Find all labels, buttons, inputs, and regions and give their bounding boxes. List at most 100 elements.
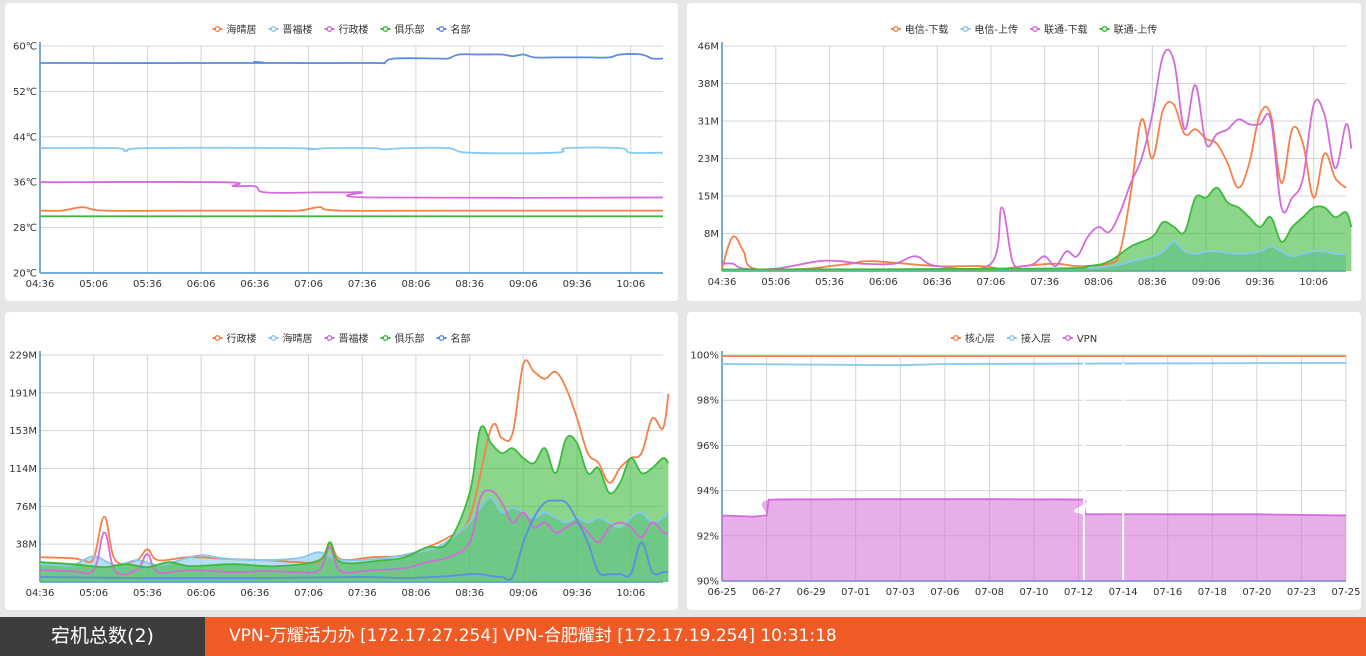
x-tick-label: 06-29 [797, 587, 826, 598]
y-tick-label: 92% [697, 531, 719, 542]
room-temperature-chart: 海晴居 晋福楼 行政楼 俱乐部 名部 20℃ 28℃ 36℃ 44℃ 52℃ 60℃ 04:36 05:… [13, 23, 664, 290]
legend-item: 晋福楼 [283, 23, 313, 36]
legend-marker [326, 335, 333, 342]
legend-item: 海晴居 [283, 332, 313, 345]
x-tick-label: 06:36 [923, 277, 952, 288]
chart-panel-branch-traffic: 行政楼 海晴居 晋福楼 俱乐部 名部 38M 76M 114M 153M 191M 229M 04:3… [5, 312, 678, 610]
x-tick-label: 07-03 [886, 587, 915, 598]
series-line [39, 425, 670, 569]
y-tick-label: 38M [698, 79, 719, 90]
y-tick-label: 191M [9, 388, 37, 399]
x-tick-label: 09:36 [563, 588, 592, 599]
series-line [39, 496, 670, 567]
series-line [39, 206, 663, 212]
x-tick-label: 06:36 [240, 588, 269, 599]
x-tick-label: 04:36 [708, 277, 737, 288]
x-tick-label: 07-14 [1109, 587, 1138, 598]
legend-item: 接入层 [1021, 332, 1051, 345]
y-tick-label: 44℃ [13, 132, 37, 143]
x-tick-label: 04:36 [26, 279, 55, 290]
legend-marker [962, 26, 969, 33]
series-area-fill [722, 187, 1352, 271]
series-line [39, 53, 664, 65]
x-tick-label: 07-06 [930, 587, 959, 598]
legend-marker [438, 26, 445, 33]
x-tick-label: 05:36 [815, 277, 844, 288]
x-tick-label: 09:36 [1246, 277, 1275, 288]
legend-item: 俱乐部 [395, 332, 425, 345]
x-tick-label: 04:36 [26, 588, 55, 599]
x-tick-label: 07:36 [1030, 277, 1059, 288]
x-tick-label: 07:06 [294, 279, 323, 290]
x-tick-label: 05:06 [761, 277, 790, 288]
x-tick-label: 07-01 [841, 587, 870, 598]
x-tick-label: 10:06 [616, 588, 645, 599]
legend-marker [214, 335, 221, 342]
legend-marker [270, 335, 277, 342]
x-tick-label: 07-12 [1064, 587, 1093, 598]
legend-marker [1101, 26, 1108, 33]
x-tick-label: 09:36 [563, 279, 592, 290]
legend-item: VPN [1077, 334, 1097, 345]
x-tick-label: 07:06 [977, 277, 1006, 288]
y-tick-label: 8M [704, 229, 719, 240]
x-tick-label: 08:06 [1084, 277, 1113, 288]
x-tick-label: 06:06 [187, 588, 216, 599]
legend-item: 联通-上传 [1114, 24, 1158, 36]
y-tick-label: 96% [697, 441, 719, 452]
legend-item: 海晴居 [227, 23, 257, 36]
y-tick-label: 23M [698, 154, 719, 165]
y-tick-label: 98% [697, 396, 719, 407]
y-tick-label: 153M [9, 426, 37, 437]
legend-marker [438, 335, 445, 342]
x-tick-label: 07-16 [1153, 587, 1182, 598]
y-tick-label: 20℃ [13, 269, 37, 280]
series-line [39, 180, 664, 199]
y-tick-label: 36℃ [13, 178, 37, 189]
x-tick-label: 05:36 [133, 588, 162, 599]
y-tick-label: 229M [9, 351, 37, 362]
x-tick-label: 08:36 [1138, 277, 1167, 288]
x-tick-label: 07-10 [1019, 587, 1048, 598]
x-tick-label: 07-08 [975, 587, 1004, 598]
egress-traffic-chart: 电信-下载 电信-上传 联通-下载 联通-上传 8M 15M 23M 31M 38M 46M 04:… [698, 23, 1353, 288]
x-tick-label: 05:06 [79, 588, 108, 599]
x-tick-label: 06-25 [707, 587, 736, 598]
legend-marker [952, 335, 959, 342]
legend-marker [270, 26, 277, 33]
chart-legend: 行政楼 海晴居 晋福楼 俱乐部 名部 [212, 332, 471, 345]
x-tick-label: 07-23 [1287, 587, 1316, 598]
branch-traffic-chart: 行政楼 海晴居 晋福楼 俱乐部 名部 38M 76M 114M 153M 191M 229M 04:3… [9, 332, 670, 599]
series-line [721, 100, 1347, 271]
chart-legend: 核心层 接入层 VPN [950, 332, 1097, 345]
x-tick-label: 07-25 [1331, 587, 1360, 598]
x-tick-label: 07-20 [1242, 587, 1271, 598]
legend-item: 电信-下载 [905, 23, 949, 36]
series-area-fill [722, 498, 1346, 581]
x-tick-label: 08:36 [455, 279, 484, 290]
legend-item: 行政楼 [227, 332, 257, 345]
chart-legend: 电信-下载 电信-上传 联通-下载 联通-上传 [890, 23, 1158, 36]
status-footer: 宕机总数(2) VPN-万耀活力办 [172.17.27.254] VPN-合肥… [0, 617, 1366, 656]
legend-marker [214, 26, 221, 33]
x-tick-label: 07:36 [348, 588, 377, 599]
x-tick-label: 06-27 [752, 587, 781, 598]
x-tick-label: 06:36 [240, 279, 269, 290]
legend-marker [382, 335, 389, 342]
legend-marker [1031, 26, 1038, 33]
legend-item: 联通-下载 [1044, 24, 1088, 36]
legend-item: 晋福楼 [339, 332, 369, 345]
y-tick-label: 114M [9, 464, 37, 475]
legend-item: 俱乐部 [395, 23, 425, 36]
x-tick-label: 10:06 [1299, 277, 1328, 288]
x-tick-label: 07-18 [1198, 587, 1227, 598]
y-tick-label: 46M [698, 42, 719, 53]
y-tick-label: 76M [16, 502, 37, 513]
x-tick-label: 09:06 [509, 588, 538, 599]
series-line [721, 48, 1353, 271]
legend-marker [326, 26, 333, 33]
legend-item: 名部 [451, 332, 471, 345]
series-line [39, 146, 664, 155]
y-tick-label: 90% [697, 577, 719, 588]
series-line [721, 240, 1347, 271]
